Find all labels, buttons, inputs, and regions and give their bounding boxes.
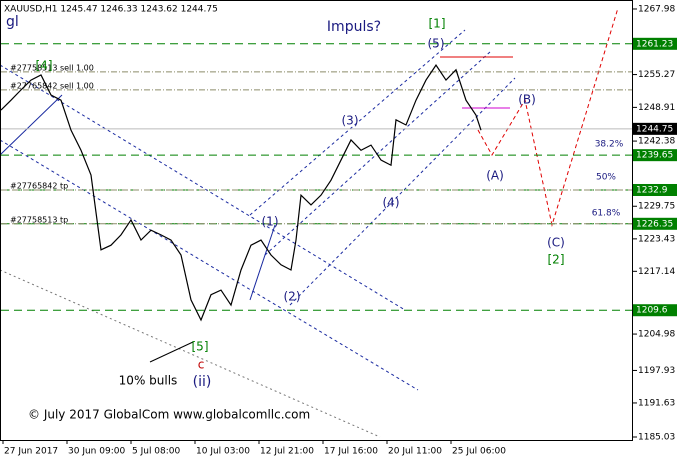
y-tick-label: 1204.98 [638,330,675,340]
y-tick-label: 1248.91 [638,103,675,113]
x-tick-label: 12 Jul 21:00 [260,447,314,457]
y-tick-label: 1255.27 [638,70,675,80]
price-line [0,64,482,322]
y-tick-label: 1229.75 [638,202,675,212]
wave-label: [2] [548,253,565,267]
copyright: © July 2017 GlobalCom www.globalcomllc.c… [28,408,310,422]
x-tick-label: 10 Jul 03:00 [196,447,250,457]
wave-label: c [198,358,205,372]
trend-line [0,94,63,156]
channel-line [0,64,406,311]
x-tick-label: 30 Jun 09:00 [68,447,125,457]
order-label: #27765842 tp [10,181,68,190]
wave-label: (B) [518,93,536,107]
level-label-bg [633,149,677,162]
order-label: #27758513 tp [10,215,68,224]
wave-label: (3) [342,114,359,128]
level-label-bg [633,217,677,230]
fib-label: 38.2% [595,140,624,150]
wave-label: 10% bulls [119,374,178,388]
y-tick-label: 1197.93 [638,366,675,376]
channel-line [249,29,466,216]
plot-border [0,0,633,441]
plot: #27758513 sell 1.00 #27765842 sell 1.00 #2… [0,43,633,322]
channel-line [264,51,491,256]
last-label: 1244.75 [636,124,673,134]
projection [477,7,619,227]
wave-label: (5) [428,37,445,51]
chart-title: Impuls? [327,19,381,35]
level-label: 1209.6 [636,306,668,316]
x-tick-label: 20 Jul 11:00 [388,447,442,457]
y-tick-label: 1267.98 [638,4,675,14]
wave-label: (C) [547,236,565,250]
level-label: 1226.35 [636,219,673,229]
corner-text: gl [6,14,19,30]
x-tick-label: 5 Jul 08:00 [132,447,181,457]
trend-line [249,224,276,301]
level-label: 1232.9 [636,185,668,195]
wave-label: (1) [262,215,279,229]
level-label: 1261.23 [636,39,673,49]
wave-label: (2) [284,290,301,304]
fib-label: 61.8% [592,209,621,219]
fib-label: 50% [596,173,616,183]
wave-label: [4] [36,59,53,73]
y-tick-label: 1242.38 [638,137,675,147]
level-label: 1239.65 [636,151,673,161]
level-label-bg [633,37,677,50]
x-tick-label: 25 Jul 06:00 [452,447,506,457]
channel-line [289,77,516,306]
last-label-bg [633,122,677,135]
header: XAUUSD,H1 1245.47 1246.33 1243.62 1244.7… [4,5,218,15]
drawings [0,7,619,438]
channel-line [0,269,381,438]
x-tick-label: 27 Jun 2017 [4,447,58,457]
wave-label: [5] [192,340,209,354]
wave-label: [1] [429,17,446,31]
level-label-bg [633,304,677,317]
y-tick-label: 1185.03 [638,433,675,443]
wave-label: (4) [383,196,400,210]
wave-labels: [1] (5) (3) (4) (1) (2) [5] c (ii) [4] (… [36,17,565,391]
wave-label: (A) [486,169,504,183]
x-tick-label: 17 Jul 16:00 [324,447,378,457]
pointer [149,341,194,363]
y-tick-label: 1217.14 [638,267,675,277]
wave-label: (ii) [193,374,212,390]
order-label: #27758513 sell 1.00 [10,63,94,72]
order-label: #27765842 sell 1.00 [10,81,94,90]
y-tick-label: 1191.63 [638,398,675,408]
y-tick-label: 1223.43 [638,234,675,244]
level-label-bg [633,183,677,196]
